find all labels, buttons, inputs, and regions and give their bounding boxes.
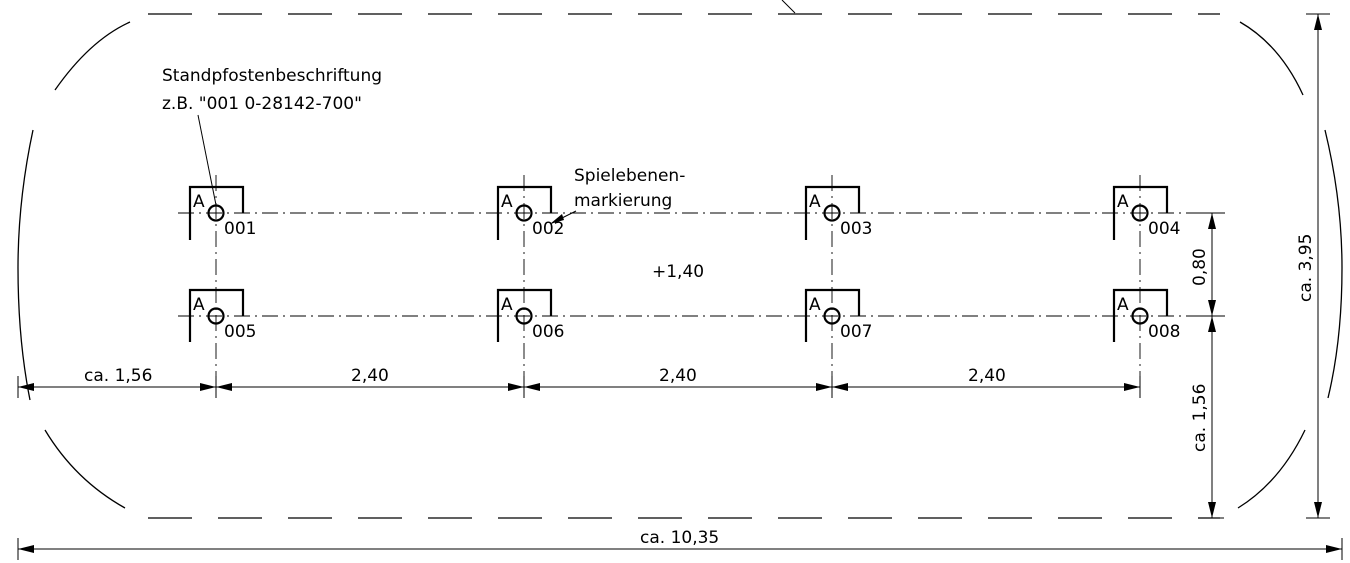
dim-arrow-icon <box>1208 502 1216 518</box>
dim-arrow-icon <box>200 383 216 391</box>
post-bracket <box>188 288 245 342</box>
dim-arrow-icon <box>816 383 832 391</box>
overall-width-dimension: ca. 3,95 <box>1296 13 1330 519</box>
dim-arrow-icon <box>1314 502 1322 518</box>
post-id: 008 <box>1148 322 1180 342</box>
dim-arrow-icon <box>1314 14 1322 30</box>
dim-bottom-offset: ca. 1,56 <box>1190 384 1210 452</box>
post-005: A 005 <box>188 288 256 342</box>
post-id: 004 <box>1148 219 1180 239</box>
area-outline <box>17 0 1343 519</box>
post-bracket <box>188 185 245 240</box>
post-letter: A <box>809 295 821 315</box>
level-value: +1,40 <box>652 262 704 282</box>
label-callout-line1: Standpfostenbeschriftung <box>162 66 382 86</box>
post-bracket <box>496 185 553 240</box>
post-letter: A <box>193 192 205 212</box>
post-letter: A <box>1117 192 1129 212</box>
leader-line-top <box>781 0 796 14</box>
horizontal-dimension-chain: ca. 1,56 2,40 2,40 2,40 <box>17 366 1141 398</box>
post-bracket <box>1112 288 1169 342</box>
dim-arrow-icon <box>18 383 34 391</box>
post-id: 005 <box>224 322 256 342</box>
level-marker-line2: markierung <box>574 191 672 211</box>
dim-total-length: ca. 10,35 <box>640 528 719 548</box>
dim-arrow-icon <box>1124 383 1140 391</box>
post-id: 006 <box>532 322 564 342</box>
post-letter: A <box>809 192 821 212</box>
outline-top-left-arc <box>54 21 131 91</box>
post-letter: A <box>501 192 513 212</box>
post-circle-icon <box>1131 204 1149 222</box>
dim-arrow-icon <box>1208 213 1216 229</box>
level-marker-arrow-icon <box>550 214 564 224</box>
label-callout: Standpfostenbeschriftung z.B. "001 0-281… <box>162 66 382 206</box>
outline-right-arc <box>1324 129 1343 399</box>
post-circle-icon <box>515 307 533 325</box>
post-008: A 008 <box>1112 288 1180 342</box>
post-003: A 003 <box>804 185 872 240</box>
post-bracket <box>1112 185 1169 240</box>
outline-left-arc <box>17 129 34 401</box>
label-callout-leader <box>197 114 217 206</box>
post-007: A 007 <box>804 288 872 342</box>
label-callout-line2: z.B. "001 0-28142-700" <box>162 94 362 114</box>
post-letter: A <box>193 295 205 315</box>
dim-row-spacing: 0,80 <box>1190 248 1210 286</box>
post-004: A 004 <box>1112 185 1180 240</box>
post-circle-icon <box>823 307 841 325</box>
post-id: 003 <box>840 219 872 239</box>
post-id: 001 <box>224 219 256 239</box>
post-circle-icon <box>1131 307 1149 325</box>
post-002: A 002 <box>496 185 564 240</box>
center-axes <box>178 175 1225 380</box>
level-marker-callout: Spielebenen- markierung <box>550 166 685 224</box>
post-circle-icon <box>207 307 225 325</box>
post-006: A 006 <box>496 288 564 342</box>
post-circle-icon <box>207 204 225 222</box>
post-circle-icon <box>823 204 841 222</box>
overall-length-dimension: ca. 10,35 <box>17 528 1343 560</box>
post-id: 002 <box>532 219 564 239</box>
dim-left-offset: ca. 1,56 <box>84 366 152 386</box>
post-bracket <box>804 185 861 240</box>
outline-bottom-right-arc <box>1237 429 1306 509</box>
dim-arrow-icon <box>1326 545 1342 553</box>
post-letter: A <box>1117 295 1129 315</box>
dim-arrow-icon <box>524 383 540 391</box>
post-001: A 001 <box>188 185 256 240</box>
post-id: 007 <box>840 322 872 342</box>
vertical-dimension-chain: 0,80 ca. 1,56 <box>1190 212 1224 519</box>
dim-arrow-icon <box>18 545 34 553</box>
dim-arrow-icon <box>832 383 848 391</box>
outline-top-right-arc <box>1239 21 1304 96</box>
outline-bottom-left-arc <box>44 429 126 509</box>
dim-arrow-icon <box>1208 300 1216 316</box>
dim-arrow-icon <box>508 383 524 391</box>
post-bracket <box>496 288 553 342</box>
post-bracket <box>804 288 861 342</box>
dim-total-width: ca. 3,95 <box>1296 234 1316 302</box>
dim-spacing-3: 2,40 <box>968 366 1006 386</box>
dim-arrow-icon <box>1208 316 1216 332</box>
dim-arrow-icon <box>216 383 232 391</box>
dim-spacing-2: 2,40 <box>659 366 697 386</box>
level-marker-line1: Spielebenen- <box>574 166 685 186</box>
dim-spacing-1: 2,40 <box>351 366 389 386</box>
post-letter: A <box>501 295 513 315</box>
post-circle-icon <box>515 204 533 222</box>
